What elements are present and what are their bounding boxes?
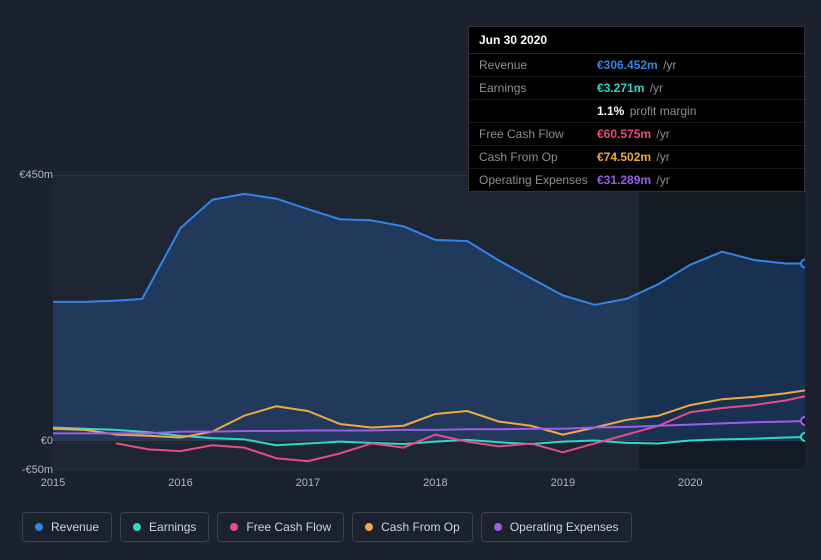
legend-label: Revenue	[51, 520, 99, 534]
y-axis-label: €450m	[19, 169, 53, 181]
x-axis-label: 2020	[678, 477, 702, 489]
y-axis-label: €0	[41, 435, 53, 447]
x-axis: 201520162017201820192020	[53, 475, 805, 495]
financial-chart[interactable]: €450m €0 -€50m 2015 2016 2017 2018 2019 2020	[15, 155, 805, 495]
legend-dot-icon	[494, 523, 502, 531]
legend-label: Operating Expenses	[510, 520, 619, 534]
tooltip-row-unit: /yr	[653, 173, 670, 187]
tooltip-row-value: €31.289m	[597, 173, 651, 187]
tooltip-row-label: Cash From Op	[479, 150, 597, 164]
legend-dot-icon	[35, 523, 43, 531]
legend-dot-icon	[230, 523, 238, 531]
legend-label: Earnings	[149, 520, 196, 534]
tooltip-rows: Revenue€306.452m /yrEarnings€3.271m /yr1…	[469, 54, 804, 191]
legend-item-operating-expenses[interactable]: Operating Expenses	[481, 512, 632, 542]
tooltip-row: Free Cash Flow€60.575m /yr	[469, 123, 804, 146]
tooltip-row: Cash From Op€74.502m /yr	[469, 146, 804, 169]
chart-tooltip: Jun 30 2020 Revenue€306.452m /yrEarnings…	[468, 26, 805, 192]
legend-item-earnings[interactable]: Earnings	[120, 512, 209, 542]
tooltip-row-label	[479, 104, 597, 118]
tooltip-row-value: €74.502m	[597, 150, 651, 164]
tooltip-row: Earnings€3.271m /yr	[469, 77, 804, 100]
tooltip-row: Revenue€306.452m /yr	[469, 54, 804, 77]
tooltip-row: Operating Expenses€31.289m /yr	[469, 169, 804, 191]
x-axis-label: 2015	[41, 477, 65, 489]
tooltip-row-value: €3.271m	[597, 81, 644, 95]
tooltip-row-unit: profit margin	[626, 104, 696, 118]
tooltip-row-unit: /yr	[646, 81, 663, 95]
legend-item-revenue[interactable]: Revenue	[22, 512, 112, 542]
legend-label: Cash From Op	[381, 520, 460, 534]
tooltip-row-label: Operating Expenses	[479, 173, 597, 187]
x-axis-label: 2019	[551, 477, 575, 489]
legend-label: Free Cash Flow	[246, 520, 331, 534]
chart-legend: Revenue Earnings Free Cash Flow Cash From O…	[22, 512, 632, 542]
tooltip-row-unit: /yr	[653, 127, 670, 141]
tooltip-row-value: 1.1%	[597, 104, 624, 118]
legend-item-free-cash-flow[interactable]: Free Cash Flow	[217, 512, 344, 542]
x-axis-label: 2017	[296, 477, 320, 489]
chart-canvas	[53, 175, 805, 470]
x-axis-label: 2016	[168, 477, 192, 489]
tooltip-row-label: Revenue	[479, 58, 597, 72]
tooltip-row-unit: /yr	[653, 150, 670, 164]
tooltip-row-value: €60.575m	[597, 127, 651, 141]
tooltip-row-unit: /yr	[660, 58, 677, 72]
tooltip-row-label: Earnings	[479, 81, 597, 95]
y-axis-label: -€50m	[22, 464, 53, 476]
x-axis-label: 2018	[423, 477, 447, 489]
tooltip-row: 1.1% profit margin	[469, 100, 804, 123]
legend-dot-icon	[365, 523, 373, 531]
legend-item-cash-from-op[interactable]: Cash From Op	[352, 512, 473, 542]
tooltip-row-label: Free Cash Flow	[479, 127, 597, 141]
tooltip-date: Jun 30 2020	[469, 27, 804, 54]
tooltip-row-value: €306.452m	[597, 58, 658, 72]
legend-dot-icon	[133, 523, 141, 531]
